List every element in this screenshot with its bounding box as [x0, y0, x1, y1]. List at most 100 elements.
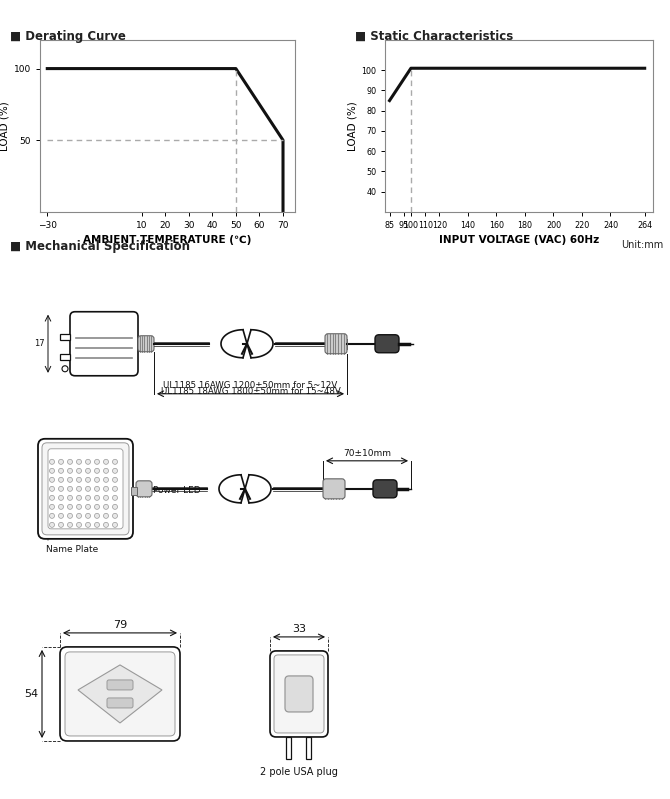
FancyBboxPatch shape — [274, 655, 324, 733]
Circle shape — [94, 468, 100, 473]
Text: 2 pole USA plug: 2 pole USA plug — [260, 767, 338, 777]
Circle shape — [86, 459, 90, 464]
Circle shape — [86, 477, 90, 483]
Circle shape — [103, 513, 109, 519]
Circle shape — [94, 504, 100, 509]
FancyBboxPatch shape — [138, 336, 154, 352]
Circle shape — [76, 468, 82, 473]
Text: Power LED: Power LED — [153, 487, 200, 495]
Circle shape — [76, 523, 82, 527]
Bar — [60, 354, 70, 360]
Circle shape — [50, 523, 54, 527]
Polygon shape — [78, 665, 162, 723]
Circle shape — [62, 366, 68, 372]
Circle shape — [58, 513, 64, 519]
Circle shape — [94, 487, 100, 491]
Circle shape — [50, 459, 54, 464]
Circle shape — [76, 477, 82, 483]
Circle shape — [86, 495, 90, 500]
FancyBboxPatch shape — [285, 676, 313, 712]
FancyBboxPatch shape — [60, 647, 180, 741]
Y-axis label: LOAD (%): LOAD (%) — [347, 101, 357, 151]
Circle shape — [103, 487, 109, 491]
Text: UL1185 18AWG 1800±50mm for 15~48V: UL1185 18AWG 1800±50mm for 15~48V — [161, 387, 340, 396]
Circle shape — [50, 477, 54, 483]
Circle shape — [50, 513, 54, 519]
FancyBboxPatch shape — [107, 698, 133, 708]
FancyBboxPatch shape — [373, 480, 397, 498]
FancyBboxPatch shape — [65, 652, 175, 736]
Circle shape — [58, 495, 64, 500]
Circle shape — [113, 459, 117, 464]
Text: ■ Static Characteristics: ■ Static Characteristics — [355, 30, 513, 42]
Text: 33: 33 — [292, 624, 306, 634]
Circle shape — [76, 459, 82, 464]
Circle shape — [76, 487, 82, 491]
Circle shape — [113, 477, 117, 483]
Circle shape — [58, 523, 64, 527]
Text: 54: 54 — [24, 689, 38, 699]
Circle shape — [68, 487, 72, 491]
Circle shape — [86, 487, 90, 491]
Circle shape — [113, 513, 117, 519]
Text: ■ Derating Curve: ■ Derating Curve — [10, 30, 126, 42]
Circle shape — [86, 468, 90, 473]
Circle shape — [50, 487, 54, 491]
Circle shape — [58, 487, 64, 491]
Circle shape — [94, 459, 100, 464]
FancyBboxPatch shape — [107, 680, 133, 690]
Circle shape — [103, 495, 109, 500]
X-axis label: AMBIENT TEMPERATURE (℃): AMBIENT TEMPERATURE (℃) — [83, 236, 252, 245]
Circle shape — [76, 495, 82, 500]
Circle shape — [113, 504, 117, 509]
Bar — [286, 737, 291, 759]
Circle shape — [76, 504, 82, 509]
FancyBboxPatch shape — [325, 334, 347, 354]
Text: 79: 79 — [113, 620, 127, 630]
Bar — [131, 487, 137, 495]
FancyBboxPatch shape — [38, 439, 133, 539]
Circle shape — [86, 504, 90, 509]
Circle shape — [94, 477, 100, 483]
Circle shape — [103, 504, 109, 509]
Text: 70±10mm: 70±10mm — [343, 449, 391, 458]
Circle shape — [50, 495, 54, 500]
X-axis label: INPUT VOLTAGE (VAC) 60Hz: INPUT VOLTAGE (VAC) 60Hz — [439, 236, 600, 245]
Y-axis label: LOAD (%): LOAD (%) — [0, 101, 10, 151]
Circle shape — [58, 504, 64, 509]
Circle shape — [50, 504, 54, 509]
Text: UL1185 16AWG 1200±50mm for 5~12V: UL1185 16AWG 1200±50mm for 5~12V — [163, 381, 338, 390]
FancyBboxPatch shape — [48, 449, 123, 529]
Circle shape — [94, 523, 100, 527]
Circle shape — [76, 513, 82, 519]
Circle shape — [113, 468, 117, 473]
Circle shape — [68, 477, 72, 483]
Text: ■ Mechanical Specification: ■ Mechanical Specification — [10, 240, 190, 252]
Circle shape — [113, 487, 117, 491]
Circle shape — [94, 513, 100, 519]
Circle shape — [68, 513, 72, 519]
FancyBboxPatch shape — [375, 335, 399, 352]
Circle shape — [103, 459, 109, 464]
Circle shape — [58, 459, 64, 464]
FancyBboxPatch shape — [323, 479, 345, 499]
FancyBboxPatch shape — [136, 481, 152, 497]
Circle shape — [68, 504, 72, 509]
Circle shape — [113, 495, 117, 500]
Circle shape — [58, 468, 64, 473]
Circle shape — [94, 495, 100, 500]
Circle shape — [103, 477, 109, 483]
Circle shape — [103, 523, 109, 527]
Circle shape — [68, 495, 72, 500]
Circle shape — [68, 468, 72, 473]
FancyBboxPatch shape — [70, 312, 138, 376]
FancyBboxPatch shape — [270, 651, 328, 737]
Circle shape — [50, 468, 54, 473]
Circle shape — [58, 477, 64, 483]
Text: Name Plate: Name Plate — [46, 545, 98, 554]
Bar — [60, 334, 70, 340]
Circle shape — [103, 468, 109, 473]
Text: Unit:mm: Unit:mm — [621, 240, 663, 250]
Circle shape — [68, 459, 72, 464]
Circle shape — [86, 513, 90, 519]
